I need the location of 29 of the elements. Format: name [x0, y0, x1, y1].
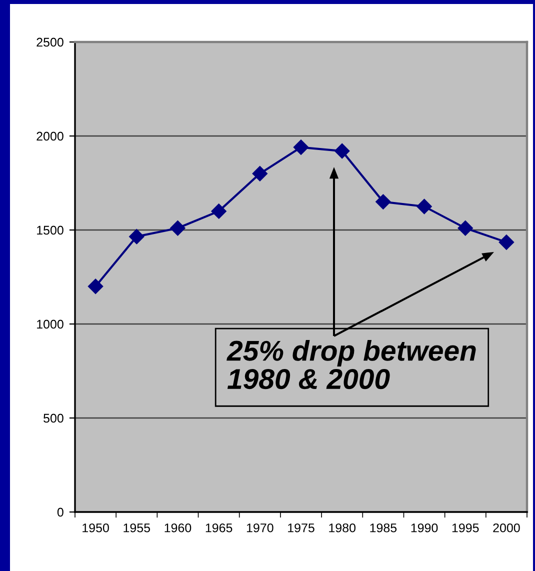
point [334, 143, 350, 159]
point [129, 229, 144, 244]
point [416, 198, 432, 214]
x-tick-label: 2000 [493, 523, 520, 532]
x-tick-label: 1950 [82, 523, 109, 532]
point [498, 234, 514, 250]
point [211, 204, 226, 219]
x-tick-label: 1965 [206, 523, 232, 532]
x-tick-label: 1970 [246, 523, 274, 532]
annotation: 25% drop between 1980 & 2000 [226, 340, 476, 390]
y-tick-label: 500 [44, 414, 64, 423]
point [293, 140, 309, 155]
y-tick-label: 1500 [37, 226, 64, 235]
x-tick-label: 1985 [370, 523, 397, 532]
point [88, 278, 104, 294]
point [170, 220, 186, 236]
x-tick-label: 1980 [329, 523, 356, 532]
x-tick-label: 1990 [411, 523, 438, 532]
y-tick-label: 2500 [36, 38, 64, 47]
x-tick-label: 1955 [124, 523, 150, 532]
y-tick-label: 0 [57, 508, 64, 517]
y-tick-label: 1000 [37, 320, 64, 329]
x-tick-label: 1960 [164, 523, 192, 532]
x-tick-label: 1975 [288, 523, 314, 532]
x-tick-label: 1995 [452, 523, 479, 532]
point [252, 166, 268, 182]
point [376, 194, 391, 210]
point [458, 220, 473, 236]
y-tick-label: 2000 [36, 132, 64, 141]
